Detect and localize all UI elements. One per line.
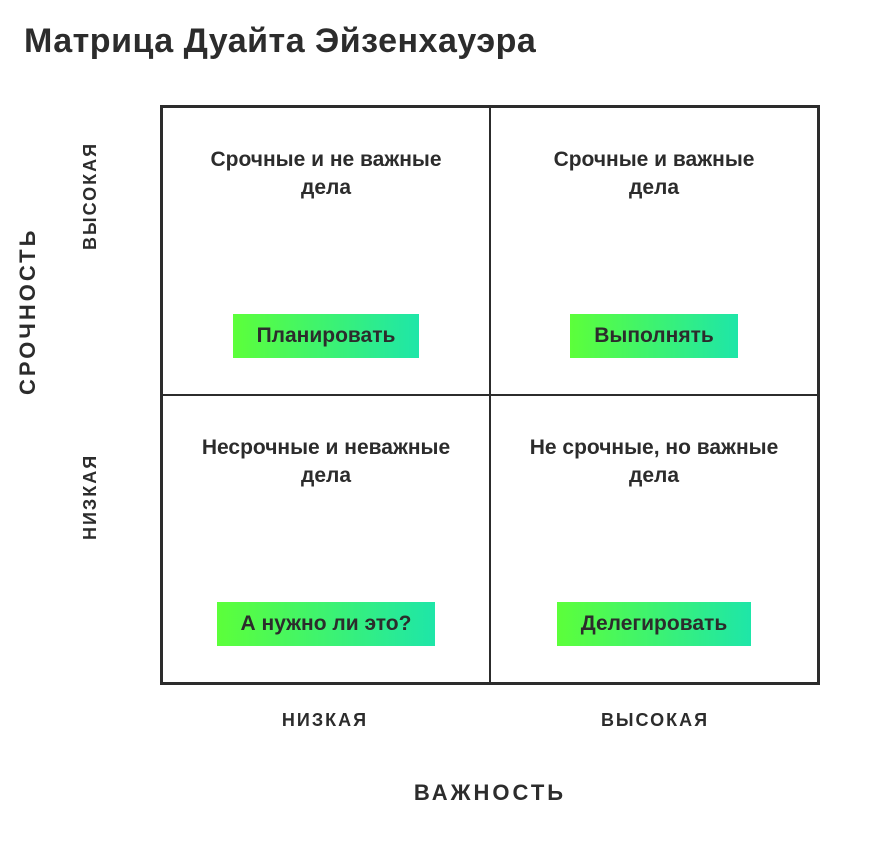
matrix-container: Срочные и не важные дела Планировать Сро…	[160, 105, 820, 765]
quadrant-bottom-right: Не срочные, но важные дела Делегировать	[490, 395, 818, 683]
matrix-grid: Срочные и не важные дела Планировать Сро…	[160, 105, 820, 685]
page-title: Матрица Дуайта Эйзенхауэра	[24, 22, 536, 61]
quadrant-top-left: Срочные и не важные дела Планировать	[162, 107, 490, 395]
quadrant-heading: Несрочные и неважные дела	[201, 434, 451, 491]
x-axis-high-label: ВЫСОКАЯ	[490, 710, 820, 731]
action-badge-plan: Планировать	[233, 314, 420, 358]
action-badge-do: Выполнять	[570, 314, 738, 358]
y-axis-high-label: ВЫСОКАЯ	[80, 142, 101, 250]
action-badge-question: А нужно ли это?	[217, 602, 436, 646]
quadrant-heading: Срочные и важные дела	[529, 146, 779, 203]
y-axis-low-label: НИЗКАЯ	[80, 454, 101, 540]
x-axis-title: ВАЖНОСТЬ	[160, 780, 820, 806]
x-axis-low-label: НИЗКАЯ	[160, 710, 490, 731]
action-badge-delegate: Делегировать	[557, 602, 751, 646]
quadrant-heading: Срочные и не важные дела	[201, 146, 451, 203]
quadrant-top-right: Срочные и важные дела Выполнять	[490, 107, 818, 395]
quadrant-heading: Не срочные, но важные дела	[529, 434, 779, 491]
y-axis-title: СРОЧНОСТЬ	[15, 228, 41, 395]
quadrant-bottom-left: Несрочные и неважные дела А нужно ли это…	[162, 395, 490, 683]
